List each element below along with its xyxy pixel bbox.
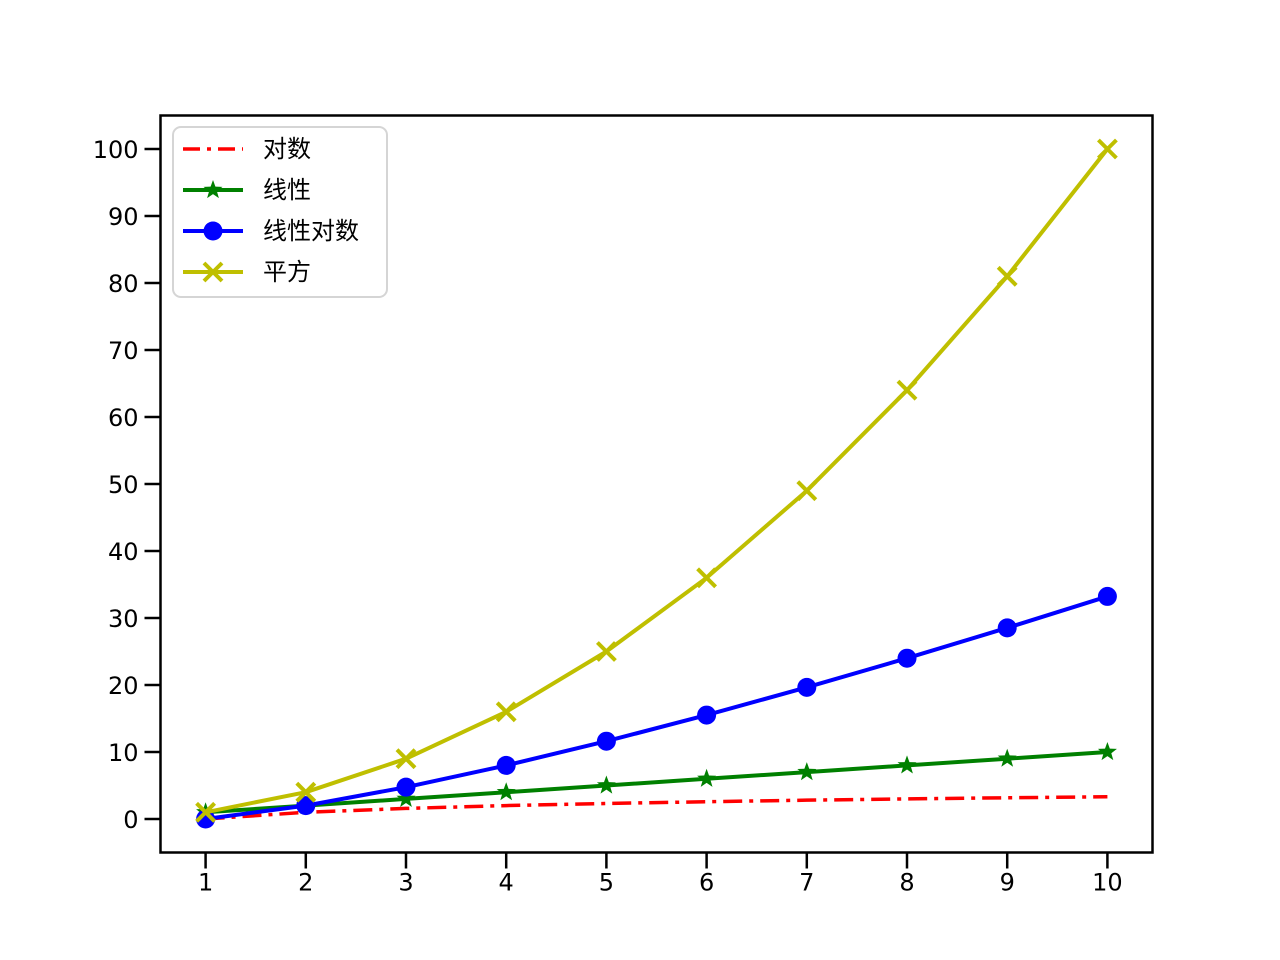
- linear-marker: [496, 782, 516, 801]
- y-axis: 0 10 20 30 40 50 60 70 80 90 100: [93, 136, 161, 834]
- square-marker: [896, 379, 918, 401]
- y-tick-label: 80: [108, 270, 139, 298]
- nlogn-marker: [296, 796, 316, 816]
- y-tick-label: 100: [93, 136, 139, 164]
- y-tick-label: 70: [108, 337, 139, 365]
- x-tick-label: 2: [298, 869, 313, 897]
- linear-marker: [797, 762, 817, 781]
- series-log: [205, 795, 1108, 821]
- legend-item-square: 平方: [183, 258, 311, 286]
- legend-box: [172, 126, 388, 298]
- series-line-nlogn: [205, 594, 1109, 821]
- square-marker: [195, 801, 217, 823]
- series-line-log: [205, 795, 1108, 821]
- linear-marker: [596, 775, 616, 794]
- legend-label-log: 对数: [263, 135, 311, 163]
- square-marker: [1096, 138, 1118, 160]
- x-tick-label: 3: [398, 869, 413, 897]
- y-tick-label: 90: [108, 203, 139, 231]
- legend-label-nlogn: 线性对数: [263, 217, 359, 245]
- y-tick-label: 30: [108, 605, 139, 633]
- linear-marker: [697, 768, 717, 787]
- x-tick-label: 10: [1092, 869, 1123, 897]
- square-marker: [495, 701, 517, 723]
- x-tick-label: 4: [499, 869, 514, 897]
- series-square: [195, 138, 1118, 823]
- series-line-square: [205, 147, 1109, 815]
- x-tick-label: 1: [198, 869, 213, 897]
- nlogn-marker: [897, 648, 917, 668]
- nlogn-marker: [697, 705, 717, 725]
- linear-marker: [1097, 742, 1117, 761]
- square-marker: [796, 480, 818, 502]
- x-tick-label: 7: [799, 869, 814, 897]
- legend-label-linear: 线性: [263, 176, 311, 204]
- square-marker: [996, 265, 1018, 287]
- y-tick-label: 0: [123, 806, 138, 834]
- legend-marker-square: [202, 261, 224, 283]
- y-tick-label: 40: [108, 538, 139, 566]
- legend-item-linear: 线性: [183, 176, 311, 204]
- linear-marker: [396, 788, 416, 807]
- y-tick-label: 50: [108, 471, 139, 499]
- nlogn-marker: [797, 677, 817, 697]
- linear-marker: [897, 755, 917, 774]
- x-tick-label: 8: [899, 869, 914, 897]
- legend-item-nlogn: 线性对数: [183, 217, 359, 245]
- nlogn-marker: [997, 618, 1017, 638]
- nlogn-marker: [496, 755, 516, 775]
- y-tick-label: 20: [108, 672, 139, 700]
- x-tick-label: 6: [699, 869, 714, 897]
- x-tick-label: 9: [1000, 869, 1015, 897]
- series-nlogn: [196, 586, 1117, 829]
- series-line-linear: [205, 750, 1108, 815]
- y-tick-label: 60: [108, 404, 139, 432]
- legend-marker-nlogn: [203, 221, 223, 241]
- nlogn-marker: [596, 731, 616, 751]
- y-tick-label: 10: [108, 739, 139, 767]
- legend-marker-linear: [203, 180, 223, 199]
- square-marker: [395, 748, 417, 770]
- x-axis: 1 2 3 4 5 6 7 8 9 10: [198, 852, 1123, 897]
- square-marker: [295, 781, 317, 803]
- legend-label-square: 平方: [263, 258, 311, 286]
- square-marker: [595, 641, 617, 662]
- nlogn-marker: [1097, 586, 1117, 606]
- square-marker: [696, 567, 718, 589]
- x-tick-label: 5: [599, 869, 614, 897]
- legend-item-log: 对数: [183, 135, 311, 163]
- nlogn-marker: [396, 777, 416, 797]
- linear-marker: [997, 748, 1017, 767]
